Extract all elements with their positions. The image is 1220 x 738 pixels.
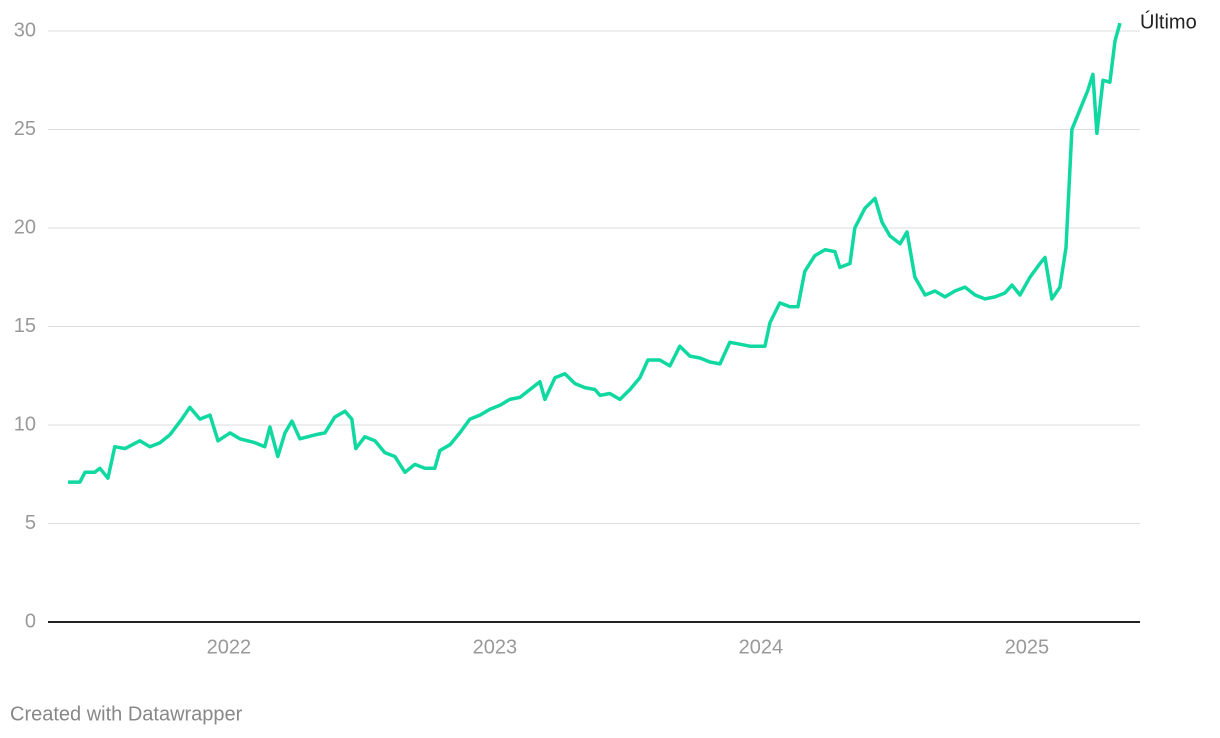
x-tick-label: 2024	[739, 636, 784, 658]
line	[68, 22, 1122, 484]
end-label: Último	[1140, 10, 1197, 33]
y-tick-label: 10	[14, 413, 36, 435]
y-tick-label: 30	[14, 19, 36, 41]
y-tick-label: 5	[25, 512, 36, 534]
y-tick-label: 15	[14, 315, 36, 337]
x-tick-label: 2022	[207, 636, 252, 658]
footer: Created with Datawrapper	[10, 703, 243, 725]
y-tick-label: 0	[25, 610, 36, 632]
y-tick-label: 20	[14, 216, 36, 238]
x-tick-label: 2025	[1005, 636, 1050, 658]
y-tick-label: 25	[14, 118, 36, 140]
x-tick-label: 2023	[473, 636, 518, 658]
